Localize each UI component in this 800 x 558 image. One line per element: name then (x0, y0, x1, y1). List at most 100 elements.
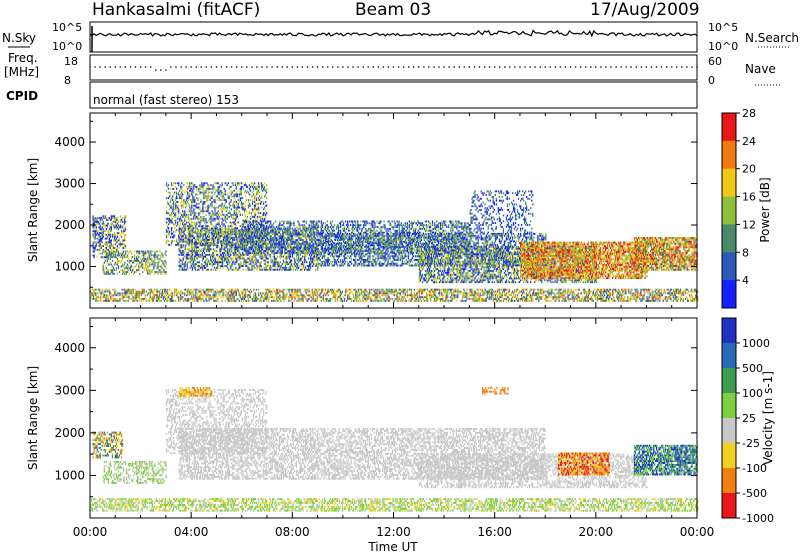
power-cell (217, 291, 218, 293)
power-cell (122, 294, 123, 296)
power-cell (206, 291, 207, 293)
freq-point (342, 66, 344, 68)
power-cell (323, 294, 324, 296)
power-cell (329, 291, 330, 293)
freq-point (423, 66, 425, 68)
power-cell (95, 294, 96, 296)
power-cell (110, 292, 111, 294)
power-cell (337, 300, 338, 302)
freq-point (99, 66, 101, 68)
power-cell (345, 294, 346, 296)
power-cell (286, 294, 287, 296)
power-cell (133, 291, 134, 293)
power-cell (133, 292, 134, 294)
power-cell (291, 291, 292, 293)
power-cell (109, 300, 110, 302)
power-cell (355, 292, 356, 294)
freq-point (509, 66, 511, 68)
power-cell (276, 298, 277, 300)
power-cell (154, 296, 155, 298)
power-cell (176, 289, 177, 291)
power-cell (288, 296, 289, 298)
power-cell (286, 289, 287, 291)
freq-point (433, 66, 435, 68)
freq-point (656, 66, 658, 68)
freq-point (524, 66, 526, 68)
freq-tick-top: 18 (64, 55, 78, 68)
power-cell (106, 296, 107, 298)
power-cell (139, 300, 140, 302)
power-cell (248, 298, 249, 300)
power-cell (271, 291, 272, 293)
power-cell (215, 292, 216, 294)
power-cell (217, 289, 218, 291)
power-cell (205, 298, 206, 300)
power-cell (267, 296, 268, 298)
freq-point (201, 66, 203, 68)
power-cell (202, 294, 203, 296)
power-cell (226, 291, 227, 293)
power-cell (189, 291, 190, 293)
power-cell (105, 298, 106, 300)
power-cell (191, 294, 192, 296)
power-cell (91, 296, 92, 298)
power-cell (213, 292, 214, 294)
power-cell (352, 292, 353, 294)
power-cell (279, 294, 280, 296)
power-cell (314, 291, 315, 293)
power-cell (343, 296, 344, 298)
power-cell (351, 298, 352, 300)
power-cell (302, 298, 303, 300)
power-cell (108, 296, 109, 298)
power-cell (212, 298, 213, 300)
nsearch-tick-bottom: 10^0 (708, 40, 738, 53)
power-cell (154, 289, 155, 291)
power-cell (340, 291, 341, 293)
power-cell (183, 300, 184, 302)
freq-point (504, 66, 506, 68)
power-cell (187, 292, 188, 294)
power-cell (335, 292, 336, 294)
power-cell (164, 300, 165, 302)
power-cell (190, 289, 191, 291)
freq-point (474, 66, 476, 68)
power-cell (167, 300, 168, 302)
freq-point (287, 66, 289, 68)
freq-point (570, 66, 572, 68)
power-cell (114, 289, 115, 291)
power-cell (174, 294, 175, 296)
nave-tick-top: 60 (708, 55, 722, 68)
power-cell (323, 296, 324, 298)
power-cell (323, 289, 324, 291)
power-cell (167, 291, 168, 293)
power-cell (299, 289, 300, 291)
power-cell (305, 291, 306, 293)
nave-label: Nave (745, 62, 776, 76)
freq-point (140, 66, 142, 68)
power-cell (192, 298, 193, 300)
power-cell (231, 298, 232, 300)
nsky-line (90, 31, 697, 37)
power-cell (256, 289, 257, 291)
freq-point (676, 66, 678, 68)
freq-point (560, 66, 562, 68)
power-cell (121, 289, 122, 291)
power-cell (321, 300, 322, 302)
power-cell (241, 300, 242, 302)
freq-point (195, 66, 197, 68)
freq-point (317, 66, 319, 68)
power-cell (313, 294, 314, 296)
power-cell (110, 296, 111, 298)
freq-point (545, 66, 547, 68)
station-title: Hankasalmi (fitACF) (92, 0, 260, 20)
power-cell (167, 289, 168, 291)
nsky-trace (90, 26, 697, 52)
power-cell (285, 296, 286, 298)
power-cell (217, 296, 218, 298)
power-cell (268, 298, 269, 300)
power-cell (344, 298, 345, 300)
power-cell (101, 292, 102, 294)
freq-point (281, 66, 283, 68)
power-cell (294, 298, 295, 300)
power-cell (154, 298, 155, 300)
